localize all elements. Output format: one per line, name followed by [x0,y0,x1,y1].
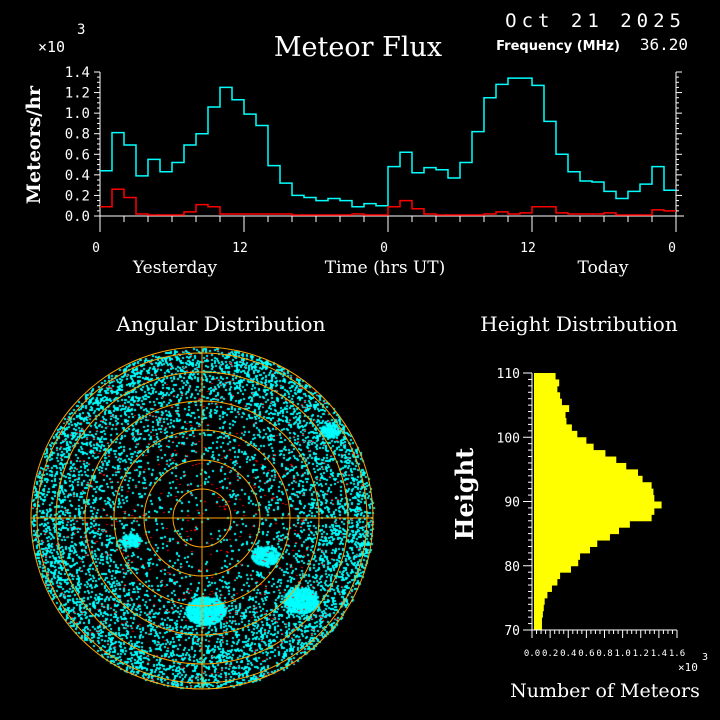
height-x-tick-label: 0.6 [578,649,594,659]
height-bar [534,623,542,631]
height-bar [534,417,567,425]
date-label: Oct 21 2025 [505,10,686,32]
height-y-tick-label: 70 [504,624,520,639]
height-y-tick-label: 90 [504,496,520,511]
height-bar [534,398,562,406]
flux-y-tick-label: 0.0 [65,209,90,225]
flux-y-tick-label: 0.4 [65,168,90,184]
frequency-label: Frequency (MHz) [496,39,620,54]
height-x-tick-label: 0.4 [560,649,576,659]
height-bar [534,373,556,380]
flux-y-tick-labels: 0.0 0.2 0.4 0.6 0.8 1.0 1.2 1.4 [65,65,90,225]
height-x-tick-label: 1.2 [633,649,649,659]
flux-y-tick-label: 1.0 [65,106,90,122]
height-bars [534,373,662,631]
height-x-tick-label: 1.4 [651,649,667,659]
height-bar [534,392,561,400]
flux-axes [94,71,684,232]
height-bar [534,520,630,528]
flux-multiplier-base: ×10 [38,38,65,56]
height-y-tick-label: 110 [497,367,520,382]
height-bar [534,475,643,483]
height-bar [534,610,543,618]
height-bar [534,585,552,592]
height-axes [523,372,678,638]
flux-y-tick-label: 0.2 [65,188,90,204]
flux-y-tick-label: 1.4 [65,65,90,81]
flux-y-tick-label: 1.2 [65,86,90,102]
height-bar [534,578,558,586]
flux-series-line-0 [100,77,676,208]
height-bar [534,552,581,560]
height-bar [534,501,662,509]
height-bar [534,559,579,567]
flux-title: Meteor Flux [274,32,442,63]
height-bar [534,591,548,599]
height-bar [534,456,617,464]
height-y-tick-label: 100 [497,431,520,446]
height-bar [534,540,598,547]
height-bar [534,379,560,387]
flux-x-axis-label: Time (hrs UT) [325,258,446,278]
angular-title: Angular Distribution [116,312,326,336]
height-bar [534,597,545,605]
flux-series [100,77,676,216]
flux-x-tick-label: 12 [520,241,536,256]
height-bar [534,430,578,438]
height-x-tick-label: 0.0 [524,649,540,659]
height-multiplier-exp: 3 [702,652,708,663]
height-bar [534,450,606,458]
height-bar [534,527,619,535]
height-y-tick-labels: 70 80 90 100 110 [497,367,520,639]
x-group-yesterday: Yesterday [132,258,218,278]
height-bar [534,405,570,413]
flux-x-tick-label: 0 [92,241,100,256]
frequency-value: 36.20 [640,35,688,54]
height-bar [534,385,558,393]
height-bar [534,546,590,554]
height-bar [534,495,655,502]
height-bar [534,411,566,419]
flux-y-tick-label: 0.8 [65,127,90,143]
flux-x-tick-label: 0 [380,241,388,256]
height-bar [534,488,654,496]
height-x-tick-label: 0.8 [596,649,612,659]
height-title: Height Distribution [480,312,678,336]
height-bar [534,617,542,625]
height-bar [534,424,572,432]
height-bar [534,507,655,515]
height-bar [534,437,587,445]
polar-grid [30,346,374,690]
height-x-tick-labels: 0.0 0.2 0.4 0.6 0.8 1.0 1.2 1.4 1.6 [524,649,685,659]
flux-x-tick-label: 0 [668,241,676,256]
height-x-tick-label: 0.2 [542,649,558,659]
height-bar [534,462,627,470]
height-bar [534,443,594,451]
flux-multiplier-exp: 3 [77,22,85,38]
height-x-axis-label: Number of Meteors [510,680,700,702]
flux-x-tick-label: 12 [232,241,248,256]
height-bar [534,572,561,580]
height-bar [534,514,652,522]
height-bar [534,565,571,573]
height-bar [534,604,544,612]
flux-y-tick-label: 0.6 [65,147,90,163]
height-bar [534,469,639,477]
height-multiplier-base: ×10 [678,661,698,674]
height-x-tick-label: 1.0 [614,649,630,659]
flux-x-tick-labels: 0 12 0 12 0 [92,241,676,256]
height-bar [534,533,610,541]
x-group-today: Today [578,258,629,278]
flux-y-axis-label: Meteors/hr [23,85,45,204]
height-y-axis-label: Height [450,448,479,540]
flux-series-line-1 [100,188,676,216]
height-y-tick-label: 80 [504,560,520,575]
height-bar [534,482,652,490]
height-x-tick-label: 1.6 [669,649,685,659]
